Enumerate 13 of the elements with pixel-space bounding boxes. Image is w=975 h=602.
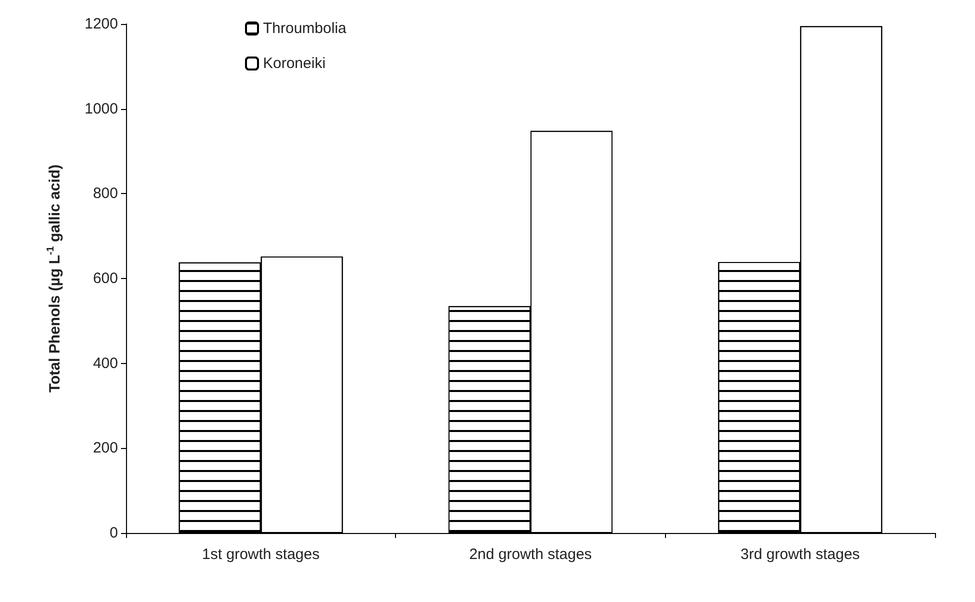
x-tick-label: 3rd growth stages xyxy=(740,546,860,563)
y-tick-label: 200 xyxy=(92,440,118,457)
y-tick-label: 0 xyxy=(110,524,118,542)
y-tick-label: 400 xyxy=(92,354,118,372)
x-tick-label: 1st growth stages xyxy=(202,546,320,563)
y-tick-label: 1200 xyxy=(84,16,118,32)
y-tick-label: 800 xyxy=(92,185,118,202)
y-axis-title: Total Phenols (µg L-1 gallic acid) xyxy=(46,164,64,393)
y-tick-label: 600 xyxy=(92,270,118,287)
x-tick-label: 2nd growth stages xyxy=(469,546,592,563)
legend-label: Koroneiki xyxy=(263,55,326,72)
y-tick-label: 1000 xyxy=(84,100,118,118)
legend-label: Throumbolia xyxy=(263,20,348,37)
